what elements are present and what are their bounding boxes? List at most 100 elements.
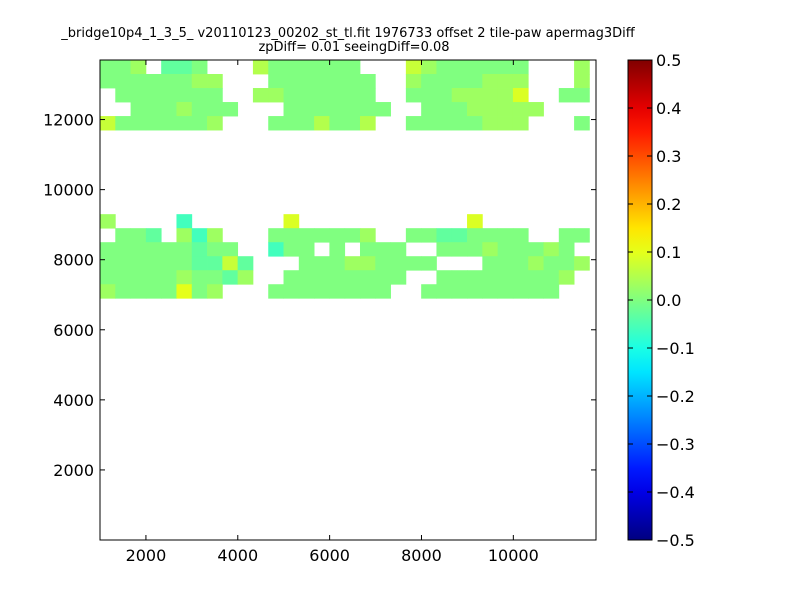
heatmap-cell: [512, 102, 529, 117]
heatmap-cell: [405, 228, 422, 243]
heatmap-cell: [344, 88, 361, 103]
heatmap-cell: [359, 256, 376, 271]
heatmap-cell: [191, 102, 208, 117]
heatmap-cell: [207, 256, 223, 271]
heatmap-cell: [421, 228, 437, 243]
heatmap-cell: [130, 88, 147, 103]
heatmap-cell: [283, 102, 300, 117]
heatmap-cell: [467, 116, 483, 131]
heatmap-cell: [115, 284, 131, 299]
heatmap-cell: [145, 102, 162, 117]
heatmap-cell: [451, 116, 468, 131]
heatmap-cell: [558, 270, 575, 285]
heatmap-cell: [191, 116, 208, 131]
heatmap-cell: [161, 242, 177, 257]
heatmap-cell: [344, 256, 361, 271]
x-axis: 2000 4000 6000 8000 10000: [126, 60, 539, 565]
heatmap-cell: [176, 88, 193, 103]
heatmap-cell: [451, 60, 468, 75]
heatmap-cell: [467, 214, 483, 229]
heatmap-cell: [100, 256, 116, 271]
heatmap-cell: [268, 228, 284, 243]
heatmap-cell: [467, 228, 483, 243]
y-axis: 2000 4000 6000 8000 10000 12000: [43, 111, 596, 480]
heatmap-cell: [359, 88, 376, 103]
heatmap-cell: [436, 228, 453, 243]
colorbar-tick-label: −0.3: [656, 435, 695, 454]
heatmap-cell: [329, 74, 346, 89]
heatmap-cell: [176, 228, 193, 243]
heatmap-cell: [421, 88, 437, 103]
heatmap-cell: [100, 116, 116, 131]
heatmap-cell: [467, 102, 483, 117]
x-tick-label: 2000: [126, 546, 167, 565]
heatmap-cell: [359, 242, 376, 257]
heatmap-cell: [528, 270, 544, 285]
heatmap-cell: [574, 60, 590, 75]
heatmap-cell: [283, 242, 300, 257]
heatmap-cell: [451, 284, 468, 299]
heatmap-cell: [207, 228, 223, 243]
heatmap-cell: [528, 256, 544, 271]
heatmap-cell: [283, 60, 300, 75]
heatmap-cell: [329, 228, 346, 243]
heatmap-cell: [497, 270, 514, 285]
heatmap-cell: [390, 270, 407, 285]
heatmap-cell: [176, 116, 193, 131]
heatmap-cell: [405, 88, 422, 103]
heatmap-cell: [528, 242, 544, 257]
heatmap-cell: [436, 116, 453, 131]
heatmap-cell: [497, 242, 514, 257]
heatmap-cell: [451, 88, 468, 103]
heatmap-cell: [298, 228, 315, 243]
heatmap-cell: [222, 242, 239, 257]
heatmap-cell: [191, 88, 208, 103]
heatmap-cell: [130, 270, 147, 285]
heatmap-cell: [329, 284, 346, 299]
heatmap-cell: [558, 228, 575, 243]
heatmap-cell: [421, 60, 437, 75]
heatmap-cell: [497, 88, 514, 103]
heatmap-cell: [497, 284, 514, 299]
colorbar-tick-label: 0.5: [656, 51, 681, 70]
heatmap-cell: [421, 102, 437, 117]
heatmap-cell: [191, 284, 208, 299]
heatmap-cell: [130, 228, 147, 243]
heatmap-cell: [528, 102, 544, 117]
heatmap-cell: [314, 74, 330, 89]
heatmap-cell: [329, 116, 346, 131]
heatmap-cell: [145, 228, 162, 243]
heatmap-cell: [497, 256, 514, 271]
heatmap-cell: [115, 116, 131, 131]
heatmap-cell: [283, 270, 300, 285]
heatmap-cell: [130, 60, 147, 75]
heatmap-cell: [574, 228, 590, 243]
heatmap-cell: [191, 74, 208, 89]
x-tick-label: 6000: [309, 546, 350, 565]
y-tick-label: 4000: [53, 391, 94, 410]
heatmap-cell: [375, 102, 391, 117]
heatmap-cell: [344, 116, 361, 131]
chart-subtitle: zpDiff= 0.01 seeingDiff=0.08: [258, 40, 450, 55]
heatmap-cell: [191, 228, 208, 243]
heatmap-cell: [314, 228, 330, 243]
heatmap-cell: [359, 74, 376, 89]
heatmap-cell: [543, 256, 560, 271]
heatmap-cell: [222, 102, 239, 117]
heatmap-cell: [145, 116, 162, 131]
heatmap-cell: [436, 74, 453, 89]
heatmap-cell: [497, 102, 514, 117]
heatmap-cell: [176, 256, 193, 271]
heatmap-cell: [574, 88, 590, 103]
heatmap-cell: [451, 74, 468, 89]
heatmap-cell: [252, 88, 269, 103]
heatmap-cell: [298, 102, 315, 117]
heatmap-cell: [497, 228, 514, 243]
heatmap-cell: [390, 256, 407, 271]
heatmap-cell: [176, 270, 193, 285]
heatmap-cell: [176, 74, 193, 89]
heatmap-cell: [436, 88, 453, 103]
heatmap-cell: [558, 242, 575, 257]
heatmap-cell: [100, 60, 116, 75]
heatmap-cell: [467, 74, 483, 89]
